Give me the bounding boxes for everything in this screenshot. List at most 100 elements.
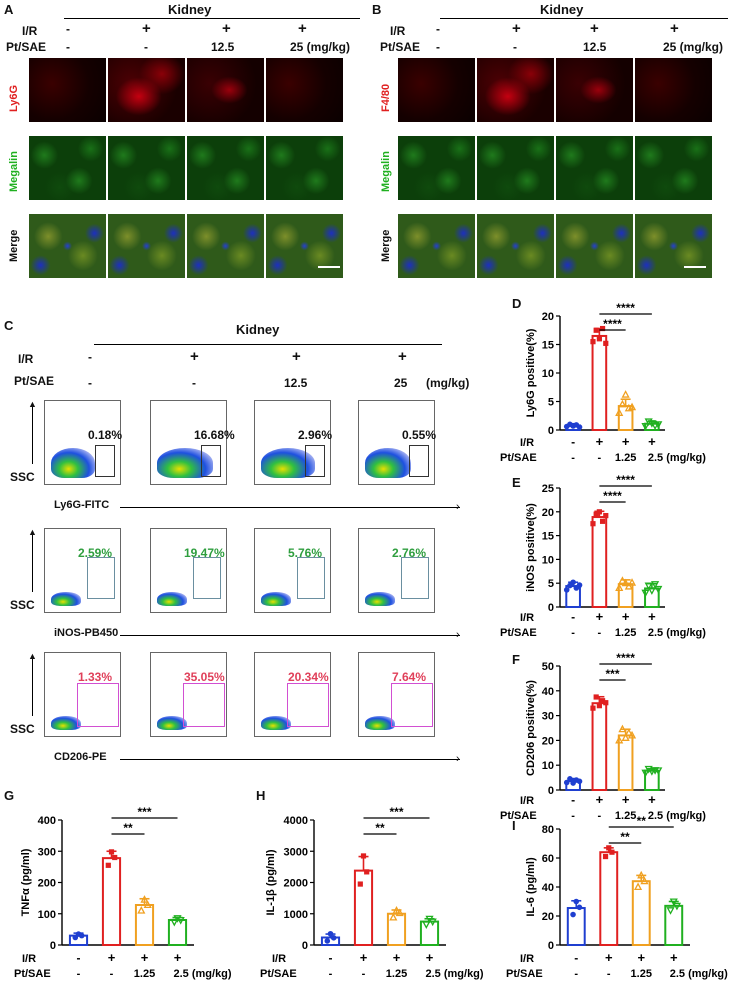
bar-e-1 [591,516,608,609]
pt-value-f-1: - [598,810,602,822]
point-e-2-2 [621,578,630,587]
y-tick-label-g-4: 400 [38,815,56,827]
point-f-0-4 [576,778,583,785]
panel-a-tile-ly6g-3 [187,58,264,122]
panel-letter-b: B [372,2,382,17]
sig-label-f-0: *** [605,667,619,681]
fc-plot-1-1 [150,528,227,613]
point-f-1-0 [590,705,596,711]
pt-value-g-3: 2.5 (mg/kg) [174,968,232,980]
point-e-0-1 [567,582,573,589]
point-e-0-2 [570,579,576,586]
pt-label-e: Pt/SAE [500,627,537,639]
pct-1-1: 19.47% [184,546,225,560]
pct-1-0: 2.59% [78,546,113,560]
point-g-0-1 [75,931,82,937]
panel-a-tile-merge-1 [29,214,106,278]
point-e-1-2 [596,509,602,515]
point-h-1-2 [364,869,370,875]
point-e-1-1 [593,511,599,517]
panel-b-row-merge: Merge [380,229,392,262]
panel-c-ir-v0: - [88,350,92,364]
pct-2-0: 1.33% [78,670,113,684]
point-f-0-2 [570,780,576,786]
point-e-0-4 [576,582,583,588]
pt-value-f-0: - [571,810,575,822]
axis-label-0: Ly6G-FITC [54,499,110,511]
bar-i-1 [599,851,619,947]
pt-label-g: Pt/SAE [14,968,51,980]
panel-a-row-merge: Merge [8,229,20,262]
panel-a-tile-merge-3 [187,214,264,278]
y-tick-label-g-0: 0 [50,940,56,952]
pct-2-3: 7.64% [392,670,427,684]
panel-a-tile-merge-2 [108,214,185,278]
panel-b-ir-v3: + [670,20,679,37]
ir-value-d-1: + [596,434,604,449]
point-i-3-1 [669,898,678,907]
panel-b-pt-label: Pt/SAE [380,40,421,54]
point-e-1-0 [590,521,596,527]
fc-plot-2-0 [44,652,121,737]
bar-h-1 [353,869,374,946]
panel-b-tile-megalin-4 [635,136,712,200]
point-d-1-3 [599,325,606,332]
panel-b-ir-v2: + [590,20,599,37]
panel-a-tile-megalin-4 [266,136,343,200]
panel-b-tile-f480-3 [556,58,633,122]
panel-c-ir-v3: + [398,348,407,365]
y-tick-label-e-0: 0 [548,602,554,614]
panel-b-tile-merge-2 [477,214,554,278]
panel-a-pt-v3: 25 (mg/kg) [290,40,351,54]
density-cloud [157,448,213,478]
gate-box [297,557,325,599]
point-g-0-2 [78,932,85,939]
pt-value-i-2: 1.25 [631,968,652,980]
pt-label-d: Pt/SAE [500,452,537,464]
gate-box [183,683,225,727]
ir-value-i-3: + [670,950,678,965]
point-i-2-1 [637,870,646,879]
panel-a-tile-ly6g-4 [266,58,343,122]
sig-label-e-0: **** [603,489,622,503]
sig-label-h-0: ** [375,821,385,835]
y-tick-label-f-1: 10 [542,760,554,772]
gate-box [77,683,119,727]
point-i-0-1 [573,898,580,905]
panel-c-pt-v0: - [88,376,92,390]
ssc-arrowhead-0: ▲ [28,399,37,409]
point-g-0-0 [72,934,79,941]
pt-label-f: Pt/SAE [500,810,537,822]
axis-arrow-0 [120,507,460,508]
point-i-2-2 [640,876,649,885]
panel-b-ir-v1: + [512,20,521,37]
y-axis-label-h: IL-1β (pg/ml) [265,849,277,915]
y-axis-label-d: Ly6G positive(%) [525,328,537,417]
gate-box [305,445,325,477]
gate-box [401,557,429,599]
density-cloud [261,592,291,606]
point-d-2-4 [627,402,637,411]
ir-value-f-2: + [622,792,630,807]
point-f-2-4 [627,730,637,739]
bar-e-0 [565,585,581,609]
point-e-1-3 [599,518,606,524]
point-f-2-3 [624,728,633,737]
panel-b-tile-f480-2 [477,58,554,122]
panel-letter-i: I [512,818,516,833]
panel-a-row-megalin: Megalin [8,151,20,192]
pct-0-1: 16.68% [194,428,235,442]
density-cloud [51,592,81,606]
fc-plot-0-2 [254,400,331,485]
pt-value-e-0: - [571,627,575,639]
point-i-1-0 [602,853,609,860]
ssc-arrow-1 [32,532,33,592]
fc-plot-0-3 [358,400,435,485]
y-tick-label-d-4: 20 [542,311,554,323]
point-d-1-1 [593,327,599,333]
point-d-1-4 [603,340,609,346]
ir-value-e-0: - [571,610,575,624]
density-cloud [157,592,187,606]
panel-b-tile-megalin-3 [556,136,633,200]
point-g-3-0 [170,918,179,927]
